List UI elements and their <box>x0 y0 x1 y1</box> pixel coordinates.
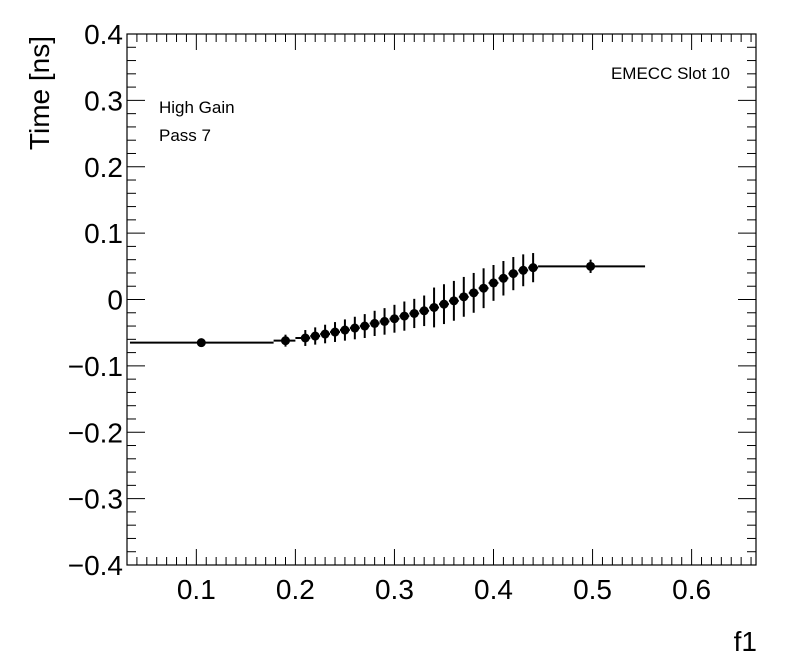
data-point <box>310 327 321 345</box>
x-tick-label: 0.4 <box>474 574 513 605</box>
point-marker <box>419 306 429 316</box>
point-marker <box>429 302 439 312</box>
y-axis-title: Time [ns] <box>24 36 55 150</box>
point-marker <box>340 325 350 335</box>
x-axis-title: f1 <box>734 626 757 657</box>
point-marker <box>389 314 399 324</box>
annotation-slot: EMECC Slot 10 <box>611 64 730 83</box>
data-point <box>498 261 509 296</box>
data-point <box>468 272 479 313</box>
data-point <box>330 322 340 342</box>
x-tick-label: 0.5 <box>573 574 612 605</box>
point-marker <box>300 333 310 343</box>
y-tick-label: −0.2 <box>68 417 123 448</box>
data-point <box>349 316 360 340</box>
point-marker <box>399 311 409 321</box>
point-marker <box>508 269 518 279</box>
y-tick-label: −0.4 <box>68 550 123 581</box>
y-tick-label: 0.3 <box>84 85 123 116</box>
annotation-high-gain: High Gain <box>159 98 235 117</box>
point-marker <box>409 308 419 318</box>
point-marker <box>360 321 370 331</box>
y-tick-label: −0.1 <box>68 351 123 382</box>
x-tick-label: 0.1 <box>177 574 216 605</box>
point-marker <box>320 329 330 339</box>
data-point <box>508 257 519 291</box>
data-point <box>129 338 274 348</box>
point-marker <box>380 316 390 326</box>
data-point <box>359 314 370 338</box>
point-marker <box>280 336 290 346</box>
point-marker <box>469 288 479 298</box>
point-marker <box>489 278 499 288</box>
point-marker <box>310 331 320 341</box>
point-marker <box>370 318 380 328</box>
data-point <box>399 301 410 331</box>
point-marker <box>528 263 538 273</box>
data-point <box>538 259 646 273</box>
x-tick-label: 0.3 <box>375 574 414 605</box>
data-point <box>439 284 449 325</box>
data-point <box>295 330 311 346</box>
point-marker <box>350 323 360 333</box>
tick-labels: 0.1 0.2 0.3 0.4 0.5 0.6 −0.4 −0.3 −0.2 −0.1 0 0.1 0.… <box>68 19 711 605</box>
point-marker <box>439 299 449 309</box>
data-point <box>488 264 499 301</box>
data-point <box>339 319 350 341</box>
y-tick-label: 0.1 <box>84 218 123 249</box>
data-point <box>369 310 380 337</box>
data-point <box>429 287 440 328</box>
data-point <box>379 308 390 335</box>
point-marker <box>449 296 459 306</box>
x-tick-label: 0.6 <box>672 574 711 605</box>
point-marker <box>518 265 528 275</box>
y-tick-label: 0.2 <box>84 152 123 183</box>
x-tick-label: 0.2 <box>276 574 315 605</box>
point-marker <box>330 327 340 337</box>
data-point <box>478 268 489 309</box>
point-marker <box>479 283 489 293</box>
y-tick-label: 0.4 <box>84 19 123 50</box>
point-marker <box>459 292 469 302</box>
point-marker <box>498 273 508 283</box>
data-point <box>518 254 529 287</box>
axis-ticks <box>126 33 756 566</box>
data-point <box>528 253 539 283</box>
data-points <box>129 253 646 348</box>
y-tick-label: 0 <box>107 285 123 316</box>
point-marker <box>196 338 206 348</box>
data-point <box>458 276 469 317</box>
data-point <box>409 298 420 329</box>
annotation-pass: Pass 7 <box>159 126 211 145</box>
data-point <box>320 324 331 344</box>
data-point <box>389 304 400 333</box>
data-point <box>448 280 459 321</box>
point-marker <box>586 261 596 271</box>
data-point <box>273 334 296 347</box>
data-point <box>419 295 430 327</box>
y-tick-label: −0.3 <box>68 484 123 515</box>
